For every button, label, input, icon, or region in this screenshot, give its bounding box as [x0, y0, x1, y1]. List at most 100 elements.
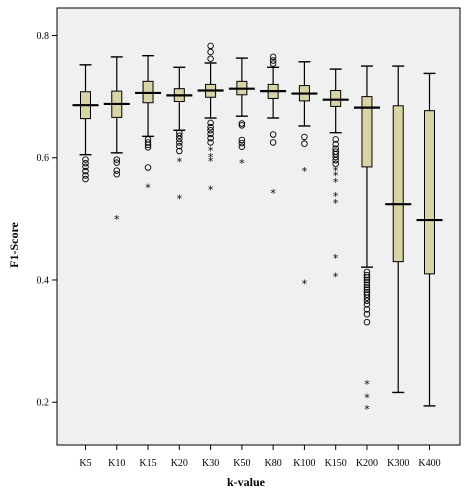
box-k15: *: [135, 54, 162, 195]
x-axis: K5 K10 K15 K20 K30 K50 K80 K100 K150 K200 K300 K400: [79, 445, 441, 469]
box-k20: **: [166, 66, 193, 206]
y-tick-label: 0.4: [37, 275, 50, 286]
extreme-point: *: [364, 403, 370, 416]
x-tick-label: K15: [139, 458, 156, 469]
extreme-point: *: [270, 187, 276, 200]
outlier-point: [363, 318, 371, 326]
outlier-point: [176, 135, 183, 143]
extreme-point: *: [208, 144, 214, 157]
x-tick-label: K400: [418, 458, 440, 469]
box-k100: **: [291, 61, 318, 291]
outlier-point: [82, 163, 89, 171]
outlier-point: [301, 140, 308, 147]
x-axis-title: k-value: [227, 475, 266, 489]
extreme-point: *: [302, 278, 308, 291]
outlier-point: [238, 136, 246, 144]
extreme-point: *: [333, 197, 339, 210]
outlier-point: [269, 57, 277, 64]
box-k400: [416, 72, 443, 407]
outlier-point: [363, 294, 371, 301]
outlier-point: [332, 153, 339, 161]
outlier-point: [176, 147, 183, 155]
box-k30: ****: [197, 42, 224, 197]
outlier-point: [144, 139, 152, 146]
outlier-point: [207, 55, 214, 62]
extreme-point: *: [333, 169, 339, 182]
x-tick-label: K200: [356, 458, 378, 469]
outlier-point: [113, 159, 121, 166]
extreme-point: *: [333, 252, 339, 265]
outlier-point: [144, 144, 152, 151]
extreme-point: *: [364, 378, 370, 391]
outlier-point: [207, 119, 214, 127]
extreme-point: *: [333, 176, 339, 189]
y-tick-label: 0.8: [37, 31, 50, 42]
box-k80: *: [260, 53, 287, 200]
outlier-point: [363, 281, 371, 289]
y-tick-label: 0.2: [37, 398, 50, 409]
outlier-point: [332, 150, 339, 158]
outlier-point: [363, 274, 371, 281]
x-tick-label: K50: [233, 458, 250, 469]
extreme-point: *: [333, 165, 339, 178]
outlier-point: [269, 60, 277, 67]
x-tick-label: K100: [293, 458, 315, 469]
outlier-point: [363, 310, 371, 318]
box-series: **********************: [72, 42, 443, 416]
iqr-box: [392, 105, 404, 263]
extreme-point: *: [239, 157, 245, 170]
outlier-point: [82, 156, 89, 163]
x-tick-label: K80: [265, 458, 282, 469]
extreme-point: *: [208, 151, 214, 164]
box-k200: ***: [353, 65, 380, 416]
outlier-point: [207, 130, 214, 138]
outlier-point: [176, 132, 183, 139]
outlier-point: [207, 42, 214, 50]
extreme-point: *: [145, 182, 151, 195]
outlier-point: [269, 131, 277, 138]
outlier-point: [207, 48, 214, 56]
box-k10: *: [103, 56, 130, 226]
iqr-box: [330, 90, 342, 107]
outlier-point: [238, 139, 246, 147]
extreme-point: *: [208, 155, 214, 168]
extreme-point: *: [364, 391, 370, 404]
outlier-point: [113, 170, 121, 178]
x-tick-label: K150: [325, 458, 347, 469]
outlier-point: [363, 284, 371, 291]
extreme-point: *: [302, 165, 308, 178]
outlier-point: [332, 160, 339, 168]
outlier-point: [207, 134, 214, 142]
outlier-point: [238, 120, 246, 127]
box-k300: [385, 65, 412, 394]
extreme-point: *: [333, 190, 339, 203]
outlier-point: [207, 123, 214, 131]
y-tick-label: 0.6: [37, 153, 50, 164]
outlier-point: [332, 156, 339, 164]
outlier-point: [363, 276, 371, 284]
outlier-point: [82, 175, 89, 183]
box-k150: *******: [322, 68, 349, 283]
outlier-point: [144, 141, 152, 149]
extreme-point: *: [114, 213, 120, 226]
iqr-box: [424, 110, 435, 275]
outlier-point: [207, 126, 214, 134]
x-tick-label: K300: [387, 458, 409, 469]
outlier-point: [82, 167, 89, 175]
y-axis: 0.2 0.4 0.6 0.8: [37, 31, 57, 409]
outlier-point: [363, 297, 371, 305]
box-k5: [72, 64, 99, 183]
iqr-box: [361, 96, 373, 168]
outlier-point: [363, 286, 371, 294]
x-tick-label: K10: [108, 458, 125, 469]
y-axis-title: F1-Score: [7, 221, 21, 267]
box-k50: *: [228, 57, 255, 170]
outlier-point: [363, 279, 371, 286]
outlier-point: [332, 141, 339, 148]
x-tick-label: K30: [202, 458, 219, 469]
extreme-point: *: [208, 184, 214, 197]
outlier-point: [363, 291, 371, 298]
extreme-point: *: [333, 270, 339, 283]
outlier-point: [363, 271, 371, 279]
outlier-point: [301, 133, 308, 141]
